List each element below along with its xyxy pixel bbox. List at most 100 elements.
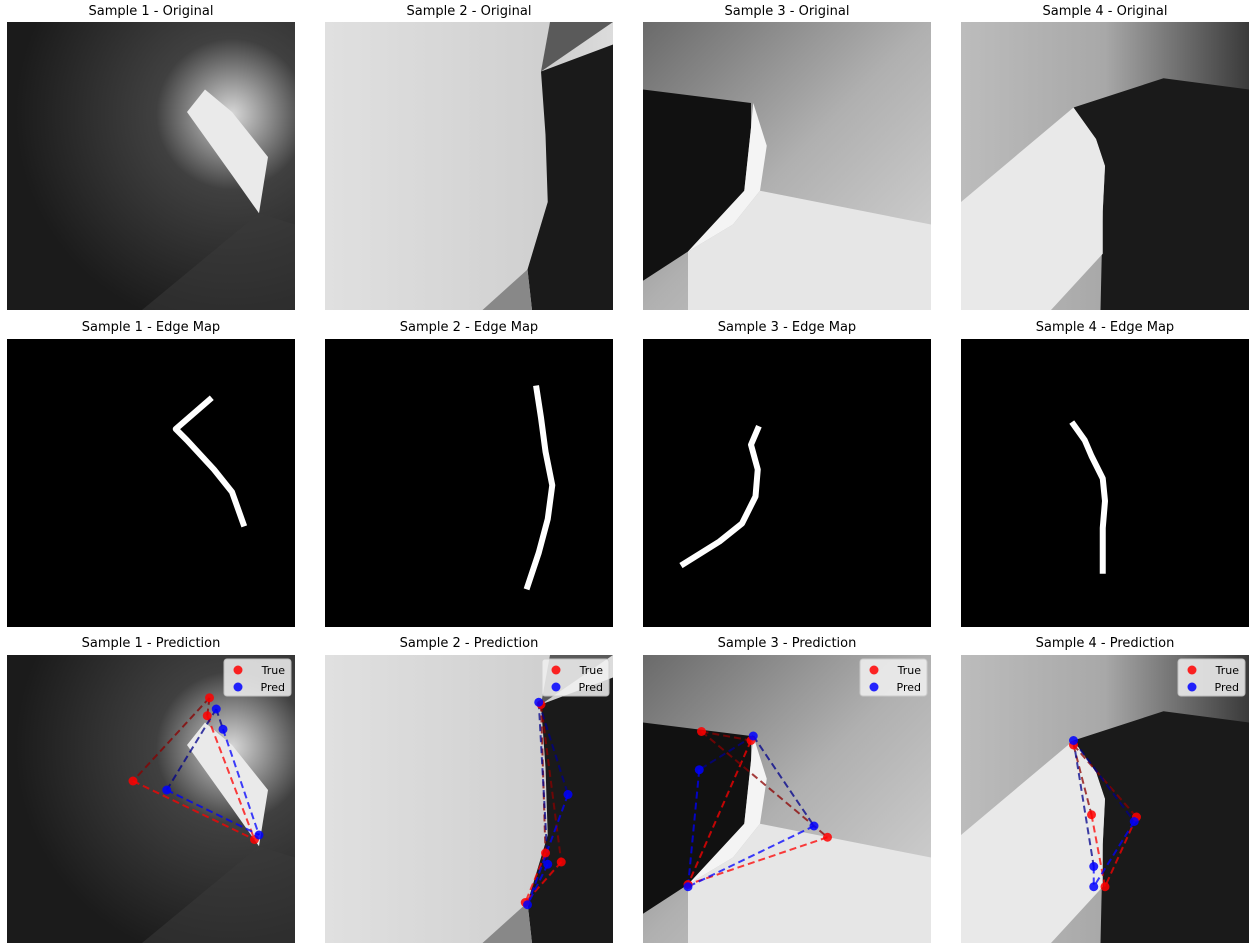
pred-point	[809, 821, 819, 831]
panel-title: Sample 2 - Original	[406, 4, 532, 19]
pred-point	[694, 765, 704, 775]
edge-curve	[523, 385, 556, 591]
prediction-panel: True Pred	[643, 655, 931, 943]
pred-connector	[222, 728, 260, 836]
edge-plot	[643, 339, 931, 627]
prediction-panel: True Pred	[7, 655, 295, 943]
pred-point	[162, 785, 172, 795]
pred-point	[1089, 882, 1099, 892]
true-connector	[701, 730, 752, 742]
legend-marker	[551, 682, 561, 692]
legend-label: Pred	[1215, 681, 1239, 694]
original-plot	[643, 22, 931, 310]
true-connector	[1090, 814, 1106, 887]
original-plot	[961, 22, 1249, 310]
legend: True Pred	[223, 658, 292, 697]
pred-connector	[537, 702, 549, 865]
true-connector	[1104, 816, 1138, 888]
edge-plot	[325, 339, 613, 627]
panel-title: Sample 4 - Original	[1042, 4, 1168, 19]
legend-marker	[1187, 665, 1197, 675]
true-point	[556, 857, 566, 867]
legend: True Pred	[1177, 658, 1246, 697]
true-connector	[206, 715, 256, 840]
legend: True Pred	[541, 658, 610, 697]
true-point	[823, 832, 832, 842]
legend-label: Pred	[261, 681, 285, 694]
pred-point	[254, 830, 264, 840]
true-connector	[524, 852, 547, 903]
legend-marker	[233, 665, 243, 675]
pred-point	[1069, 736, 1078, 745]
pred-connector	[752, 735, 815, 827]
pred-point	[1089, 862, 1099, 871]
pred-connector	[1092, 820, 1136, 888]
original-panel	[961, 22, 1249, 310]
prediction-plot: True Pred	[643, 655, 931, 943]
true-point	[541, 848, 550, 858]
edge-plot	[7, 339, 295, 627]
pred-connector	[537, 701, 569, 795]
legend-marker	[233, 682, 243, 692]
original-plot	[325, 22, 613, 310]
pred-point	[683, 882, 693, 892]
prediction-plot: True Pred	[325, 655, 613, 943]
pred-point	[543, 859, 553, 869]
prediction-panel: True Pred	[325, 655, 613, 943]
edge-curve	[1069, 420, 1108, 574]
panel-title: Sample 4 - Prediction	[1035, 636, 1175, 651]
original-panel	[7, 22, 295, 310]
panel-title: Sample 1 - Original	[88, 4, 214, 19]
prediction-plot: True Pred	[7, 655, 295, 943]
edge-panel	[961, 339, 1249, 627]
panel-title: Sample 2 - Edge Map	[399, 320, 539, 335]
legend-label: True	[1215, 664, 1240, 677]
true-connector	[132, 697, 211, 782]
panel-title: Sample 1 - Edge Map	[81, 320, 221, 335]
true-connector	[700, 730, 829, 839]
pred-connector	[166, 789, 260, 836]
pred-point	[534, 697, 544, 707]
panel-title: Sample 3 - Original	[724, 4, 850, 19]
edge-curve	[679, 425, 762, 569]
true-connector	[1072, 744, 1138, 818]
original-panel	[643, 22, 931, 310]
true-point	[128, 776, 138, 786]
true-connector	[687, 740, 752, 885]
legend-marker	[1187, 682, 1197, 692]
pred-connector	[526, 863, 549, 906]
true-point	[1087, 810, 1096, 820]
pred-point	[748, 731, 758, 741]
panel-title: Sample 4 - Edge Map	[1035, 320, 1175, 335]
legend-marker	[869, 682, 879, 692]
pred-point	[1129, 817, 1139, 826]
edge-curve	[172, 395, 248, 528]
pred-connector	[687, 769, 701, 887]
true-point	[697, 727, 706, 736]
edge-panel	[7, 339, 295, 627]
edge-panel	[325, 339, 613, 627]
panel-title: Sample 2 - Prediction	[399, 636, 539, 651]
legend-label: True	[579, 664, 604, 677]
pred-connector	[165, 708, 218, 791]
pred-point	[211, 704, 221, 714]
original-plot	[7, 22, 295, 310]
panel-title: Sample 1 - Prediction	[81, 636, 221, 651]
prediction-panel: True Pred	[961, 655, 1249, 943]
true-point	[1100, 882, 1110, 892]
edge-plot	[961, 339, 1249, 627]
legend-marker	[869, 665, 879, 675]
original-panel	[325, 22, 613, 310]
true-point	[205, 693, 214, 703]
true-point	[202, 711, 212, 721]
pred-point	[218, 724, 228, 734]
pred-point	[563, 790, 573, 799]
pred-connector	[1072, 739, 1136, 823]
edge-panel	[643, 339, 931, 627]
legend-marker	[551, 665, 561, 675]
pred-connector	[687, 825, 815, 888]
true-connector	[540, 704, 563, 863]
prediction-plot: True Pred	[961, 655, 1249, 943]
legend-label: Pred	[579, 681, 603, 694]
legend: True Pred	[859, 658, 928, 697]
